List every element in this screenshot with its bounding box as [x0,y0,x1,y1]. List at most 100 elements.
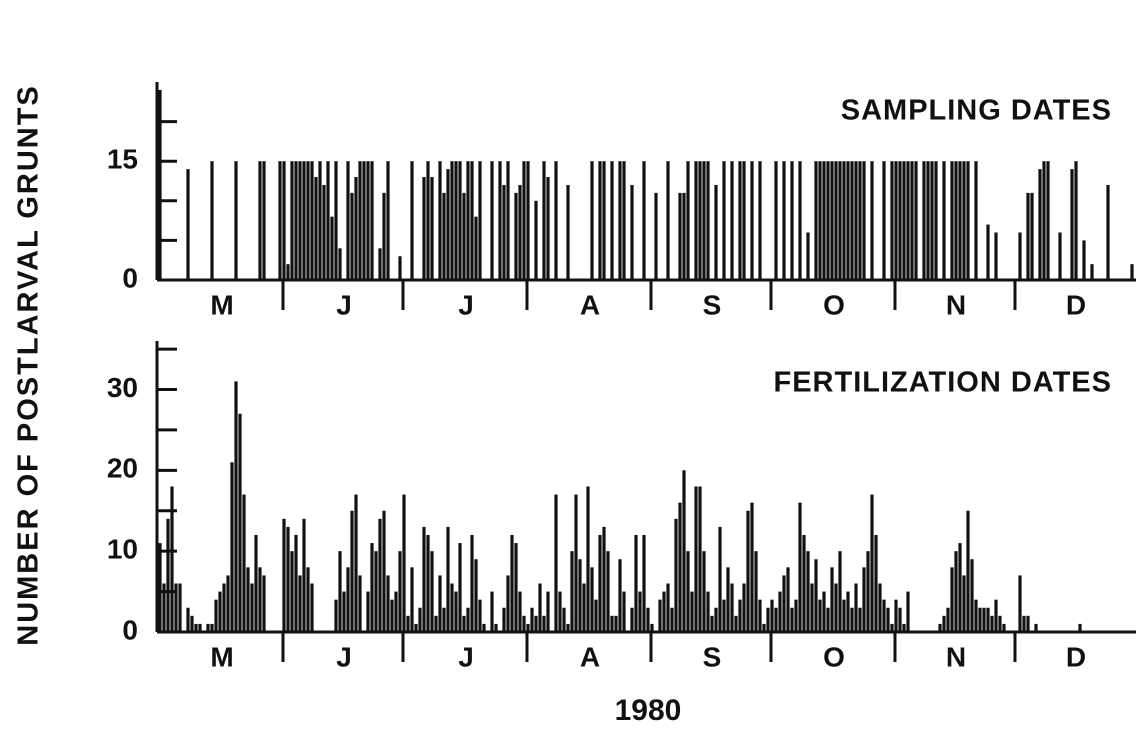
bar [262,161,266,280]
bar [294,161,298,280]
bar [554,161,558,280]
bar [714,607,718,632]
bar [218,591,222,632]
bar [810,583,814,632]
bar [358,575,362,632]
bar [598,161,602,280]
bar [658,599,662,632]
month-label: M [210,641,233,672]
bar [770,599,774,632]
month-label: J [336,289,352,320]
bar [1082,240,1086,280]
bar [190,615,194,632]
bar [758,599,762,632]
y-tick-label: 30 [107,372,138,403]
bar [566,623,570,632]
bar [546,177,550,280]
bar [682,470,686,632]
bar [1070,169,1074,280]
bar [798,502,802,632]
bar [1002,623,1006,632]
bar [338,248,342,280]
bar [734,615,738,632]
bar [454,591,458,632]
bar [430,551,434,632]
bar [842,161,846,280]
bar [662,591,666,632]
bar [582,583,586,632]
bar [782,575,786,632]
bar [906,591,910,632]
bar [310,583,314,632]
bar [1130,264,1134,280]
bar [490,591,494,632]
x-axis-label: 1980 [615,694,682,727]
bar [238,413,242,632]
bar [446,526,450,632]
bar [246,567,250,632]
bar [950,161,954,280]
bar [654,192,658,280]
bar [1106,184,1110,280]
bar [838,161,842,280]
bar [870,494,874,632]
bar [762,623,766,632]
bar [710,615,714,632]
bar [702,161,706,280]
bar [830,161,834,280]
bar [158,543,162,632]
bar [454,161,458,280]
bar [618,559,622,632]
bar [322,184,326,280]
bar [466,607,470,632]
bar [538,583,542,632]
bar [390,599,394,632]
bar [954,551,958,632]
bar [438,161,442,280]
bar [1026,192,1030,280]
bar [650,623,654,632]
bar [894,161,898,280]
bar [966,510,970,632]
bar [846,161,850,280]
bar [346,161,350,280]
bar [286,264,290,280]
bar [522,615,526,632]
bar [306,567,310,632]
bar [470,161,474,280]
bar [1078,623,1082,632]
bar [346,567,350,632]
bar [698,161,702,280]
bar [194,623,198,632]
bar [846,591,850,632]
bar [474,559,478,632]
bar [510,535,514,632]
bar [558,591,562,632]
bar [258,161,262,280]
bar [1038,169,1042,280]
bar [850,161,854,280]
month-label: A [580,289,600,320]
month-label: N [946,641,966,672]
bar [462,615,466,632]
bar [366,591,370,632]
month-label: D [1066,289,1086,320]
bar [450,583,454,632]
bar [294,535,298,632]
bar [466,161,470,280]
bar [314,177,318,280]
bar [1090,264,1094,280]
bar [858,607,862,632]
bar [958,543,962,632]
bar [290,161,294,280]
bar [866,551,870,632]
bar [318,161,322,280]
bar [722,599,726,632]
bar [210,161,214,280]
bar [418,607,422,632]
bar [278,161,282,280]
bar [798,161,802,280]
bar [714,184,718,280]
bar [850,607,854,632]
